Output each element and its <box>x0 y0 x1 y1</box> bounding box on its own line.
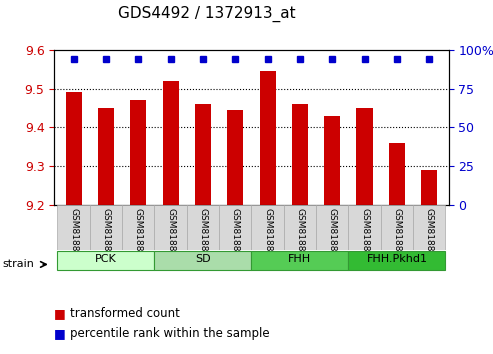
Text: ■: ■ <box>54 327 66 340</box>
Text: PCK: PCK <box>95 255 117 264</box>
Bar <box>356 108 373 205</box>
FancyBboxPatch shape <box>251 205 284 250</box>
Text: GSM818880: GSM818880 <box>199 207 208 263</box>
FancyBboxPatch shape <box>58 205 90 250</box>
Bar <box>227 110 244 205</box>
Text: GSM818883: GSM818883 <box>295 207 304 263</box>
Bar <box>421 170 437 205</box>
FancyBboxPatch shape <box>219 205 251 250</box>
Text: transformed count: transformed count <box>70 307 180 320</box>
Text: GSM818878: GSM818878 <box>134 207 143 263</box>
Text: GDS4492 / 1372913_at: GDS4492 / 1372913_at <box>118 5 296 22</box>
Text: GSM818884: GSM818884 <box>328 207 337 262</box>
FancyBboxPatch shape <box>349 251 445 270</box>
FancyBboxPatch shape <box>154 251 251 270</box>
Bar <box>66 92 82 205</box>
FancyBboxPatch shape <box>154 205 187 250</box>
Text: GSM818881: GSM818881 <box>231 207 240 263</box>
Text: GSM818886: GSM818886 <box>392 207 401 263</box>
Text: GSM818876: GSM818876 <box>69 207 78 263</box>
FancyBboxPatch shape <box>187 205 219 250</box>
Text: GSM818885: GSM818885 <box>360 207 369 263</box>
Text: ■: ■ <box>54 307 66 320</box>
FancyBboxPatch shape <box>381 205 413 250</box>
Text: GSM818882: GSM818882 <box>263 207 272 262</box>
Bar <box>195 104 211 205</box>
Bar <box>324 116 340 205</box>
Bar <box>259 71 276 205</box>
Bar <box>389 143 405 205</box>
FancyBboxPatch shape <box>284 205 316 250</box>
FancyBboxPatch shape <box>251 251 349 270</box>
Text: FHH.Pkhd1: FHH.Pkhd1 <box>366 255 427 264</box>
Text: strain: strain <box>2 259 35 269</box>
FancyBboxPatch shape <box>122 205 154 250</box>
FancyBboxPatch shape <box>349 205 381 250</box>
Bar <box>292 104 308 205</box>
Text: GSM818887: GSM818887 <box>425 207 434 263</box>
Text: GSM818879: GSM818879 <box>166 207 175 263</box>
Bar <box>98 108 114 205</box>
Text: FHH: FHH <box>288 255 312 264</box>
Text: percentile rank within the sample: percentile rank within the sample <box>70 327 270 340</box>
Text: SD: SD <box>195 255 211 264</box>
FancyBboxPatch shape <box>316 205 349 250</box>
Bar <box>130 100 146 205</box>
Text: GSM818877: GSM818877 <box>102 207 110 263</box>
FancyBboxPatch shape <box>413 205 445 250</box>
FancyBboxPatch shape <box>58 251 154 270</box>
Bar <box>163 81 178 205</box>
FancyBboxPatch shape <box>90 205 122 250</box>
